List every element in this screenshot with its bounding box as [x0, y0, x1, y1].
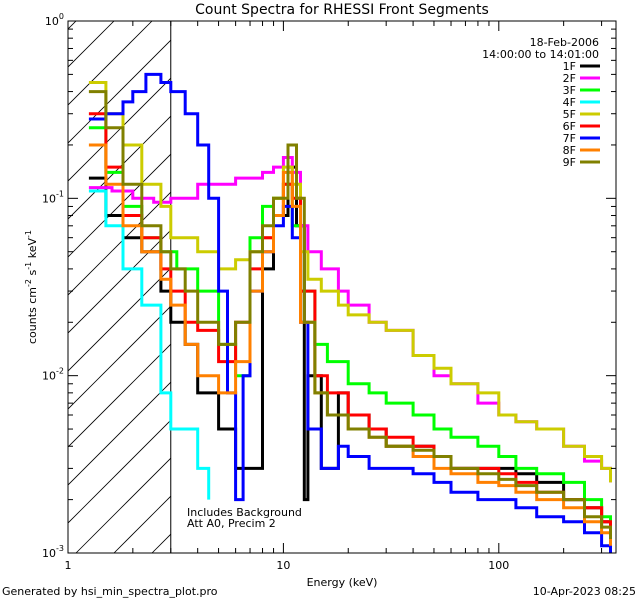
- y-tick-label: 10-1: [42, 189, 64, 205]
- y-tick-label: 100: [45, 12, 64, 28]
- hatch-line: [228, 0, 640, 553]
- hatch-line: [113, 495, 171, 553]
- series-line-3F: [88, 126, 612, 539]
- legend-label-6F: 6F: [563, 120, 576, 133]
- plot-frame: [67, 20, 617, 554]
- attenuator-annotation: Att A0, Precim 2: [187, 517, 276, 530]
- y-axis-label: counts cm-2 s-1 keV-1: [24, 230, 39, 344]
- hatch-line: [68, 77, 171, 182]
- legend-label-8F: 8F: [563, 144, 576, 157]
- timestamp-footer: 10-Apr-2023 08:25: [533, 585, 636, 598]
- background-annotation: Includes Background: [187, 506, 302, 519]
- date-annotation: 18-Feb-2006: [530, 36, 599, 49]
- hatch-line: [68, 229, 171, 334]
- hatch-line: [68, 39, 171, 144]
- x-tick-label: 10: [276, 559, 290, 572]
- series-line-9F: [88, 90, 612, 539]
- series-line-4F: [88, 189, 211, 500]
- hatch-line: [68, 191, 171, 296]
- legend-label-5F: 5F: [563, 108, 576, 121]
- series-lines: [88, 72, 612, 553]
- legend-label-1F: 1F: [563, 60, 576, 73]
- y-tick-label: 10-3: [42, 544, 64, 560]
- series-line-5F: [88, 81, 612, 483]
- hatch-line: [68, 21, 115, 68]
- hatch-line: [266, 0, 640, 553]
- legend-label-9F: 9F: [563, 156, 576, 169]
- hatch-line: [68, 153, 171, 258]
- generator-footer: Generated by hsi_min_spectra_plot.pro: [2, 585, 218, 598]
- hatch-line: [68, 21, 153, 106]
- y-tick-label: 10-2: [42, 367, 64, 383]
- x-axis-label: Energy (keV): [307, 576, 378, 589]
- legend-label-7F: 7F: [563, 132, 576, 145]
- x-tick-label: 1: [65, 559, 72, 572]
- hatch-line: [68, 21, 77, 30]
- x-tick-label: 100: [488, 559, 509, 572]
- hatch-line: [68, 419, 171, 524]
- series-line-1F: [88, 165, 612, 539]
- legend-label-3F: 3F: [563, 84, 576, 97]
- legend-label-2F: 2F: [563, 72, 576, 85]
- axes-ticks: 1 10 100 100 10-1 10-2 10-3: [42, 12, 616, 572]
- legend-label-4F: 4F: [563, 96, 576, 109]
- time-range-annotation: 14:00:00 to 14:01:00: [482, 48, 599, 61]
- chart-title: Count Spectra for RHESSI Front Segments: [195, 2, 489, 18]
- series-line-6F: [88, 112, 612, 539]
- hatch-line: [68, 381, 171, 486]
